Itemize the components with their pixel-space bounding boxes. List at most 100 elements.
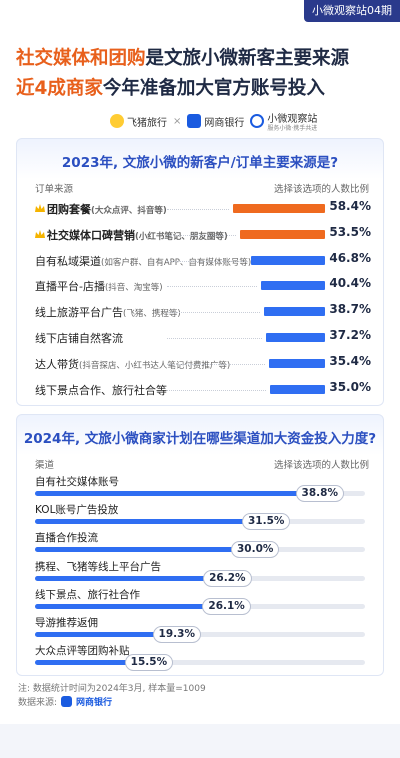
source-name: 社交媒体口碑营销 <box>47 228 135 242</box>
crown-icon <box>35 228 45 238</box>
source-label: 达人带货(抖音探店、小红书达人笔记付费推广等) <box>35 356 230 372</box>
column-header-ratio: 选择该选项的人数比例 <box>273 184 369 195</box>
column-header-source: 订单来源 <box>35 184 74 195</box>
leader-dots <box>167 209 229 210</box>
source-row: 社交媒体口碑营销(小红书笔记、朋友圈等) 53.5% <box>17 223 383 249</box>
channel-row: 携程、飞猪等线上平台广告 26.2% <box>17 556 383 587</box>
value-label: 26.2% <box>203 569 252 587</box>
value-label: 40.4% <box>329 276 371 291</box>
channel-row: KOL账号广告投放 31.5% <box>17 499 383 531</box>
value-label: 19.3% <box>152 626 201 643</box>
value-bar <box>35 603 227 609</box>
channel-row: 线下景点、旅行社合作 26.1% <box>17 584 383 615</box>
value-label: 38.7% <box>329 302 371 317</box>
xiaowei-icon <box>250 114 265 128</box>
value-label: 35.0% <box>329 379 371 394</box>
value-bar <box>263 307 325 317</box>
source-name: 线下店铺自然客流 <box>35 332 123 345</box>
feizhu-name: 飞猪旅行 <box>127 117 167 129</box>
channel-label: 直播合作投流 <box>35 532 98 545</box>
column-header-channel: 渠道 <box>35 460 55 471</box>
xiaowei-logo: 小微观察站 服务小微·携手共进 <box>250 110 317 132</box>
value-bar <box>35 519 266 525</box>
value-bar <box>268 358 325 368</box>
headline: 社交媒体和团购是文旅小微新客主要来源 近4成商家今年准备加大官方账号投入 <box>16 44 396 104</box>
channel-row: 直播合作投流 30.0% <box>17 527 383 559</box>
value-label: 15.5% <box>124 654 174 672</box>
leader-dots <box>167 234 237 236</box>
value-label: 58.4% <box>329 199 371 213</box>
issue-badge: 小微观察站04期 <box>304 0 400 22</box>
value-bar <box>35 491 320 496</box>
source-label: 直播平台-店播(抖音、淘宝等) <box>35 278 163 294</box>
source-row: 自有私域渠道(如客户群、自有APP、自有媒体账号等) 46.8% <box>17 249 383 275</box>
source-row: 线下景点合作、旅行社合等 35.0% <box>17 378 383 404</box>
leader-dots <box>167 363 265 365</box>
value-bar <box>261 281 325 291</box>
stats-note: 注: 数据统计时间为2024年3月, 样本量=1009 <box>18 684 206 694</box>
leader-dots <box>167 338 263 339</box>
value-bar <box>35 575 228 581</box>
channel-label: 大众点评等团购补贴 <box>35 645 130 658</box>
source-name: 线下景点合作、旅行社合等 <box>35 383 167 397</box>
chart-title-2023: 2023年, 文旅小微的新客户/订单主要来源是? <box>61 155 339 171</box>
value-bar <box>35 660 149 666</box>
source-detail: (抖音、淘宝等) <box>104 283 163 294</box>
xiaowei-name: 小微观察站 <box>267 114 318 125</box>
crown-icon <box>35 202 45 212</box>
value-bar <box>266 333 325 342</box>
leader-dots <box>167 260 247 262</box>
column-header-ratio-2024: 选择该选项的人数比例 <box>273 460 369 471</box>
channel-label: 携程、飞猪等线上平台广告 <box>35 560 161 573</box>
leader-dots <box>167 389 266 391</box>
chart-title-2024: 2024年, 文旅小微商家计划在哪些渠道加大资金投入力度? <box>23 431 377 447</box>
headline-highlight-2: 近4成商家 <box>16 78 103 99</box>
source-row: 直播平台-店播(抖音、淘宝等) 40.4% <box>17 274 383 300</box>
value-label: 31.5% <box>242 513 291 531</box>
channel-label: 自有社交媒体账号 <box>35 476 119 488</box>
source-brand: 网商银行 <box>76 698 113 708</box>
source-row: 线下店铺自然客流 37.2% <box>17 326 383 352</box>
value-label: 26.1% <box>202 597 251 615</box>
value-bar <box>35 547 255 553</box>
headline-text-2: 今年准备加大官方账号投入 <box>102 78 325 99</box>
source-label: 自有私域渠道(如客户群、自有APP、自有媒体账号等) <box>35 253 251 269</box>
source-note: 数据来源: 网商银行 <box>18 695 112 708</box>
source-label: 线下景点合作、旅行社合等 <box>35 382 167 398</box>
wangshang-name: 网商银行 <box>204 117 245 129</box>
headline-highlight-1: 社交媒体和团购 <box>16 48 146 69</box>
source-label: 社交媒体口碑营销(小红书笔记、朋友圈等) <box>35 227 228 243</box>
source-name: 直播平台-店播 <box>35 280 105 294</box>
value-bar <box>35 632 177 637</box>
source-detail: (抖音探店、小红书达人笔记付费推广等) <box>79 360 231 371</box>
source-label: 数据来源: <box>18 698 58 708</box>
value-label: 46.8% <box>329 250 371 265</box>
channel-label: KOL账号广告投放 <box>35 504 119 517</box>
feizhu-logo: 飞猪旅行 <box>110 114 167 129</box>
leader-dots <box>167 286 258 288</box>
partner-logos: 飞猪旅行 × 网商银行 小微观察站 服务小微·携手共进 <box>110 110 317 132</box>
channel-label: 导游推荐返佣 <box>35 617 98 629</box>
value-label: 30.0% <box>231 541 280 559</box>
source-detail: (小红书笔记、朋友圈等) <box>135 231 228 242</box>
value-label: 38.8% <box>295 485 344 502</box>
source-row: 线上旅游平台广告(飞猪、携程等) 38.7% <box>17 300 383 326</box>
headline-line-2: 近4成商家今年准备加大官方账号投入 <box>16 74 396 104</box>
source-detail: (如客户群、自有APP、自有媒体账号等) <box>101 257 252 268</box>
headline-line-1: 社交媒体和团购是文旅小微新客主要来源 <box>16 44 396 74</box>
channel-row: 自有社交媒体账号 38.8% <box>17 471 383 502</box>
source-row: 团购套餐(大众点评、抖音等) 58.4% <box>17 197 383 223</box>
xiaowei-slogan: 服务小微·携手共进 <box>267 125 318 132</box>
value-bar <box>232 204 325 213</box>
channel-row: 大众点评等团购补贴 15.5% <box>17 640 383 672</box>
chart-card-2024: 2024年, 文旅小微商家计划在哪些渠道加大资金投入力度? 渠道 选择该选项的人… <box>16 414 384 676</box>
value-bar <box>240 229 325 239</box>
source-detail: (大众点评、抖音等) <box>91 206 167 216</box>
source-label: 团购套餐(大众点评、抖音等) <box>35 201 167 217</box>
source-name: 达人带货 <box>35 357 79 371</box>
headline-text-1: 是文旅小微新客主要来源 <box>145 48 350 69</box>
value-label: 53.5% <box>329 224 371 239</box>
bar-track <box>35 660 365 666</box>
channel-row: 导游推荐返佣 19.3% <box>17 612 383 643</box>
